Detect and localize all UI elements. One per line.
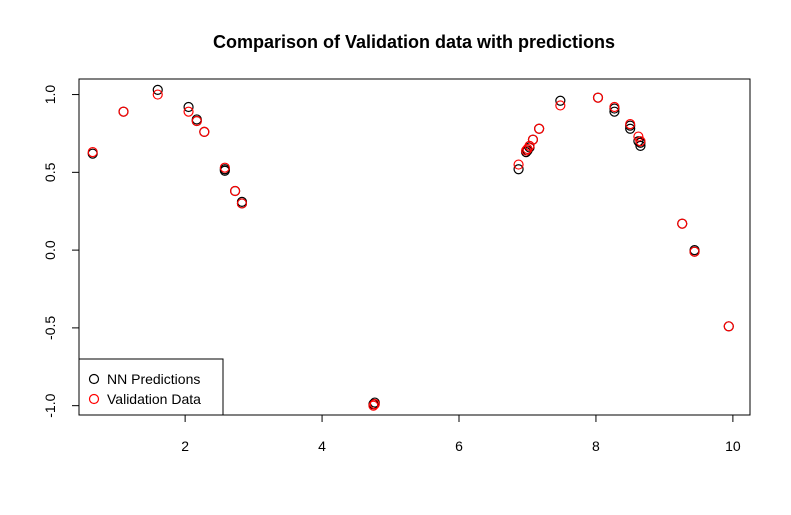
chart-title: Comparison of Validation data with predi…	[213, 32, 615, 52]
point-validation-data	[368, 400, 379, 411]
point-validation-data	[625, 119, 636, 130]
y-tick-label: 0.0	[42, 240, 58, 260]
point-validation-data	[369, 399, 380, 410]
x-tick-label: 2	[181, 438, 189, 454]
x-tick-label: 4	[318, 438, 326, 454]
point-validation-data	[689, 246, 700, 257]
point-nn-predictions	[635, 140, 646, 151]
y-axis: -1.0 -0.5 0.0 0.5 1.0	[42, 85, 80, 418]
point-nn-predictions	[609, 106, 620, 117]
point-validation-data	[534, 123, 545, 134]
data-points	[87, 84, 734, 411]
point-validation-data	[527, 134, 539, 145]
legend-marker-nn-predictions	[88, 373, 100, 385]
point-nn-predictions	[513, 164, 524, 175]
point-nn-predictions	[183, 101, 194, 113]
point-validation-data	[635, 136, 646, 147]
point-validation-data	[609, 101, 620, 113]
x-tick-label: 6	[455, 438, 463, 454]
point-validation-data	[118, 106, 129, 117]
point-validation-data	[513, 159, 524, 170]
legend-label-nn-predictions: NN Predictions	[107, 371, 200, 387]
point-validation-data	[183, 106, 194, 117]
point-validation-data	[633, 131, 644, 142]
point-validation-data	[555, 100, 566, 111]
legend: NN Predictions Validation Data	[78, 358, 224, 416]
point-validation-data	[522, 143, 533, 155]
point-nn-predictions	[625, 123, 636, 134]
legend-marker-validation-data	[88, 393, 100, 405]
x-axis: 2 4 6 8 10	[181, 414, 741, 454]
point-validation-data	[219, 162, 230, 173]
point-validation-data	[87, 147, 98, 158]
y-tick-label: 0.5	[42, 162, 58, 182]
point-validation-data	[199, 126, 210, 137]
y-tick-label: 1.0	[42, 85, 58, 105]
x-tick-label: 8	[592, 438, 600, 454]
point-validation-data	[152, 89, 163, 100]
point-validation-data	[677, 218, 688, 229]
legend-label-validation-data: Validation Data	[107, 391, 201, 407]
point-validation-data	[592, 92, 604, 103]
legend-box	[78, 358, 224, 416]
x-tick-label: 10	[725, 438, 741, 454]
point-validation-data	[723, 321, 734, 332]
point-validation-data	[236, 198, 248, 209]
y-tick-label: -0.5	[42, 316, 58, 340]
point-validation-data	[230, 185, 241, 197]
point-nn-predictions	[152, 84, 163, 95]
point-nn-predictions	[555, 95, 566, 106]
point-validation-data	[191, 115, 202, 127]
point-validation-data	[524, 140, 535, 151]
y-tick-label: -1.0	[42, 393, 58, 417]
